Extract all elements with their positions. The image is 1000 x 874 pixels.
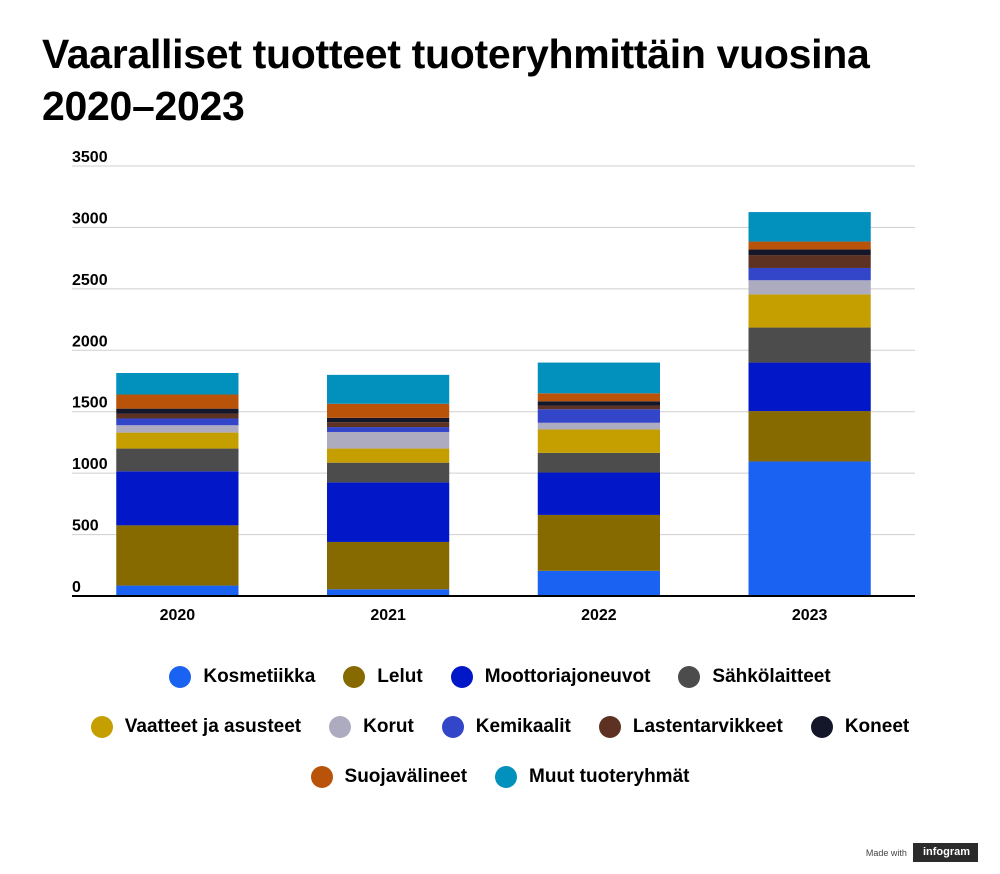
legend-swatch xyxy=(495,766,518,788)
bar-segment xyxy=(537,393,660,402)
legend-label: Lastentarvikkeet xyxy=(632,716,783,737)
infogram-credit[interactable]: Made with infogram xyxy=(866,843,978,862)
chart-legend: Kosmetiikka Lelut Moottoriajoneuvot Sähköla… xyxy=(0,652,1000,802)
bar-segment xyxy=(116,373,239,395)
bar-segment xyxy=(116,432,239,449)
legend-item[interactable]: Kemikaalit xyxy=(441,716,571,738)
bar-segment xyxy=(537,570,660,596)
bar-segment xyxy=(748,362,871,412)
y-tick-label: 2500 xyxy=(72,272,108,289)
bar-segment xyxy=(537,401,660,406)
bar-segment xyxy=(116,585,239,596)
bar-segment xyxy=(748,280,871,295)
legend-label: Lelut xyxy=(377,666,423,687)
legend-swatch xyxy=(90,716,113,738)
credit-text: Made with xyxy=(865,847,907,858)
legend-item[interactable]: Suojavälineet xyxy=(310,766,468,788)
legend-row: Vaatteet ja asusteet Korut Kemikaalit Laste… xyxy=(0,702,1000,752)
legend-row: Kosmetiikka Lelut Moottoriajoneuvot Sähköla… xyxy=(0,652,1000,702)
legend-label: Suojavälineet xyxy=(344,766,468,787)
bar-segment xyxy=(537,405,660,410)
y-tick-label: 500 xyxy=(72,518,99,535)
stacked-bar-chart: 0 500 1000 1500 2000 2500 3000 3500 2020 2021 2022… xyxy=(72,149,915,624)
legend-swatch xyxy=(810,716,833,738)
bar-segment xyxy=(327,482,450,542)
legend-label: Vaatteet ja asusteet xyxy=(124,716,302,737)
legend-label: Sähkölaitteet xyxy=(712,666,831,687)
bar-segment xyxy=(537,409,660,423)
chart-title: Vaaralliset tuotteet tuoteryhmittäin vuo… xyxy=(42,31,870,129)
bar-segment xyxy=(327,589,450,596)
bar-segment xyxy=(116,413,239,419)
bar-segment xyxy=(327,403,450,418)
bar-segment xyxy=(116,418,239,426)
legend-label: Kosmetiikka xyxy=(203,666,316,687)
bar-segment xyxy=(116,408,239,414)
bar-segment xyxy=(327,448,450,463)
bar-segment xyxy=(116,425,239,433)
bar-segment xyxy=(748,294,871,328)
bar-segment xyxy=(748,461,871,596)
legend-label: Muut tuoteryhmät xyxy=(529,766,690,787)
legend-swatch xyxy=(450,666,473,688)
bar-segment xyxy=(748,267,871,281)
bar-segment xyxy=(116,525,239,586)
bar-segment xyxy=(748,241,871,250)
legend-item[interactable]: Muut tuoteryhmät xyxy=(495,766,689,788)
y-tick-label: 3500 xyxy=(72,149,108,166)
bar-segment xyxy=(116,448,239,472)
bar-segment xyxy=(327,462,450,483)
legend-item[interactable]: Kosmetiikka xyxy=(169,666,315,688)
legend-label: Moottoriajoneuvot xyxy=(484,666,651,687)
legend-item[interactable]: Sähkölaitteet xyxy=(678,666,831,688)
infogram-logo: infogram xyxy=(912,843,978,862)
bar-segment xyxy=(327,422,450,428)
bar-segment xyxy=(537,422,660,430)
bar-segment xyxy=(327,417,450,423)
bar-segment xyxy=(537,452,660,473)
y-tick-label: 1500 xyxy=(72,395,108,412)
legend-label: Korut xyxy=(363,716,414,737)
legend-swatch xyxy=(310,766,333,788)
legend-swatch xyxy=(343,666,366,688)
legend-item[interactable]: Koneet xyxy=(810,716,910,738)
bar-segment xyxy=(748,249,871,256)
bar-segment xyxy=(537,362,660,394)
legend-swatch xyxy=(598,716,621,738)
legend-item[interactable]: Moottoriajoneuvot xyxy=(450,666,651,688)
bar-segment xyxy=(748,255,871,268)
legend-swatch xyxy=(678,666,701,688)
x-tick-label: 2020 xyxy=(160,607,196,624)
x-tick-label: 2023 xyxy=(792,607,828,624)
legend-item[interactable]: Korut xyxy=(329,716,414,738)
bar-segment xyxy=(537,514,660,571)
bar-segment xyxy=(748,327,871,363)
legend-item[interactable]: Vaatteet ja asusteet xyxy=(90,716,302,738)
y-tick-label: 0 xyxy=(72,579,81,596)
legend-swatch xyxy=(169,666,192,688)
y-tick-label: 3000 xyxy=(72,210,108,227)
legend-swatch xyxy=(329,716,352,738)
bar-segment xyxy=(327,541,450,590)
bar-segment xyxy=(116,471,239,526)
x-tick-label: 2021 xyxy=(370,607,406,624)
bar-segment xyxy=(537,472,660,515)
legend-item[interactable]: Lastentarvikkeet xyxy=(598,716,783,738)
bar-segment xyxy=(327,427,450,432)
y-tick-label: 2000 xyxy=(72,333,108,350)
legend-row: Suojavälineet Muut tuoteryhmät xyxy=(0,752,1000,802)
x-tick-label: 2022 xyxy=(581,607,617,624)
bar-segment xyxy=(748,212,871,242)
bar-segment xyxy=(116,394,239,409)
legend-label: Kemikaalit xyxy=(475,716,571,737)
legend-label: Koneet xyxy=(844,716,910,737)
legend-item[interactable]: Lelut xyxy=(343,666,423,688)
bar-segment xyxy=(327,374,450,404)
bar-segment xyxy=(748,411,871,462)
bar-segment xyxy=(327,431,450,449)
bar-segment xyxy=(537,429,660,453)
y-tick-label: 1000 xyxy=(72,456,108,473)
legend-swatch xyxy=(441,716,464,738)
